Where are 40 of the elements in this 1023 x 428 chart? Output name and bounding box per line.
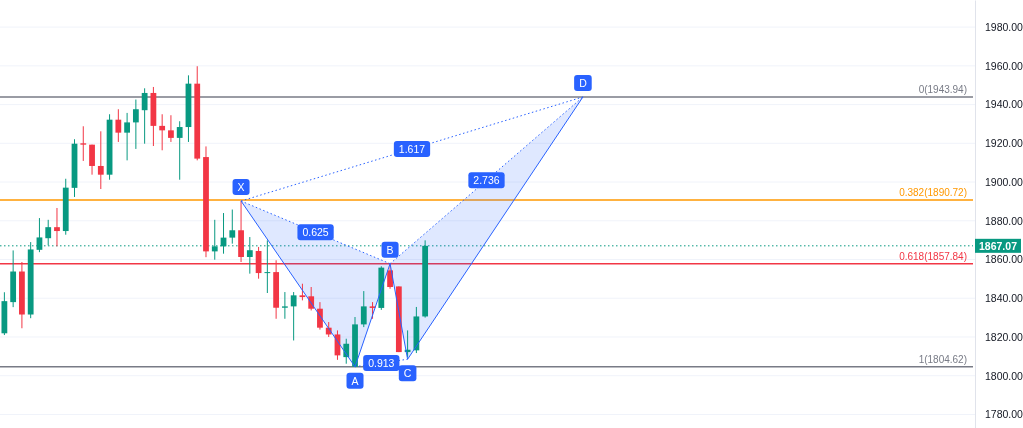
y-tick-label: 1900.00 (985, 175, 1023, 188)
candlestick (176, 120, 183, 181)
candlestick (290, 291, 297, 341)
candlestick (141, 87, 148, 145)
annotation: 0.913 (368, 357, 395, 370)
ref-line-label: 1867.07 (979, 239, 1018, 252)
y-tick-label: 1880.00 (985, 214, 1023, 227)
annotation: 2.736 (473, 174, 500, 187)
candlestick (124, 112, 130, 161)
annotation: B (386, 243, 394, 256)
y-tick-label: 1920.00 (985, 137, 1023, 150)
candlestick (132, 99, 139, 150)
y-tick-label: 1960.00 (985, 59, 1023, 72)
annotation: X (237, 181, 245, 194)
annotation: 1.617 (398, 142, 426, 155)
candlestick (97, 130, 104, 190)
y-tick-label: 1800.00 (985, 369, 1023, 382)
y-tick-label: 1980.00 (985, 20, 1023, 33)
candlestick (115, 108, 122, 143)
ref-line-label: 0.618(1857.84) (899, 250, 967, 262)
candlestick (282, 291, 288, 320)
y-tick-label: 1780.00 (985, 408, 1023, 421)
annotation: 0.625 (302, 226, 329, 239)
ref-line-label: 0.382(1890.72) (899, 187, 967, 199)
y-tick-label: 1860.00 (985, 253, 1023, 266)
candlestick (317, 301, 323, 331)
y-tick-label: 1840.00 (985, 292, 1023, 305)
annotation: D (579, 76, 588, 89)
y-tick-label: 1820.00 (985, 330, 1023, 343)
ref-line-label: 0(1943.94) (918, 83, 967, 95)
candlestick (360, 290, 367, 328)
ref-line-label: 1(1804.62) (918, 353, 967, 365)
candlestick (168, 114, 174, 143)
candlestick (159, 113, 166, 151)
y-tick-label: 1940.00 (985, 98, 1023, 111)
annotation: C (403, 367, 412, 380)
annotation: A (351, 374, 359, 387)
candlestick (89, 144, 95, 176)
candlestick (54, 207, 60, 247)
candlestick (80, 125, 87, 162)
